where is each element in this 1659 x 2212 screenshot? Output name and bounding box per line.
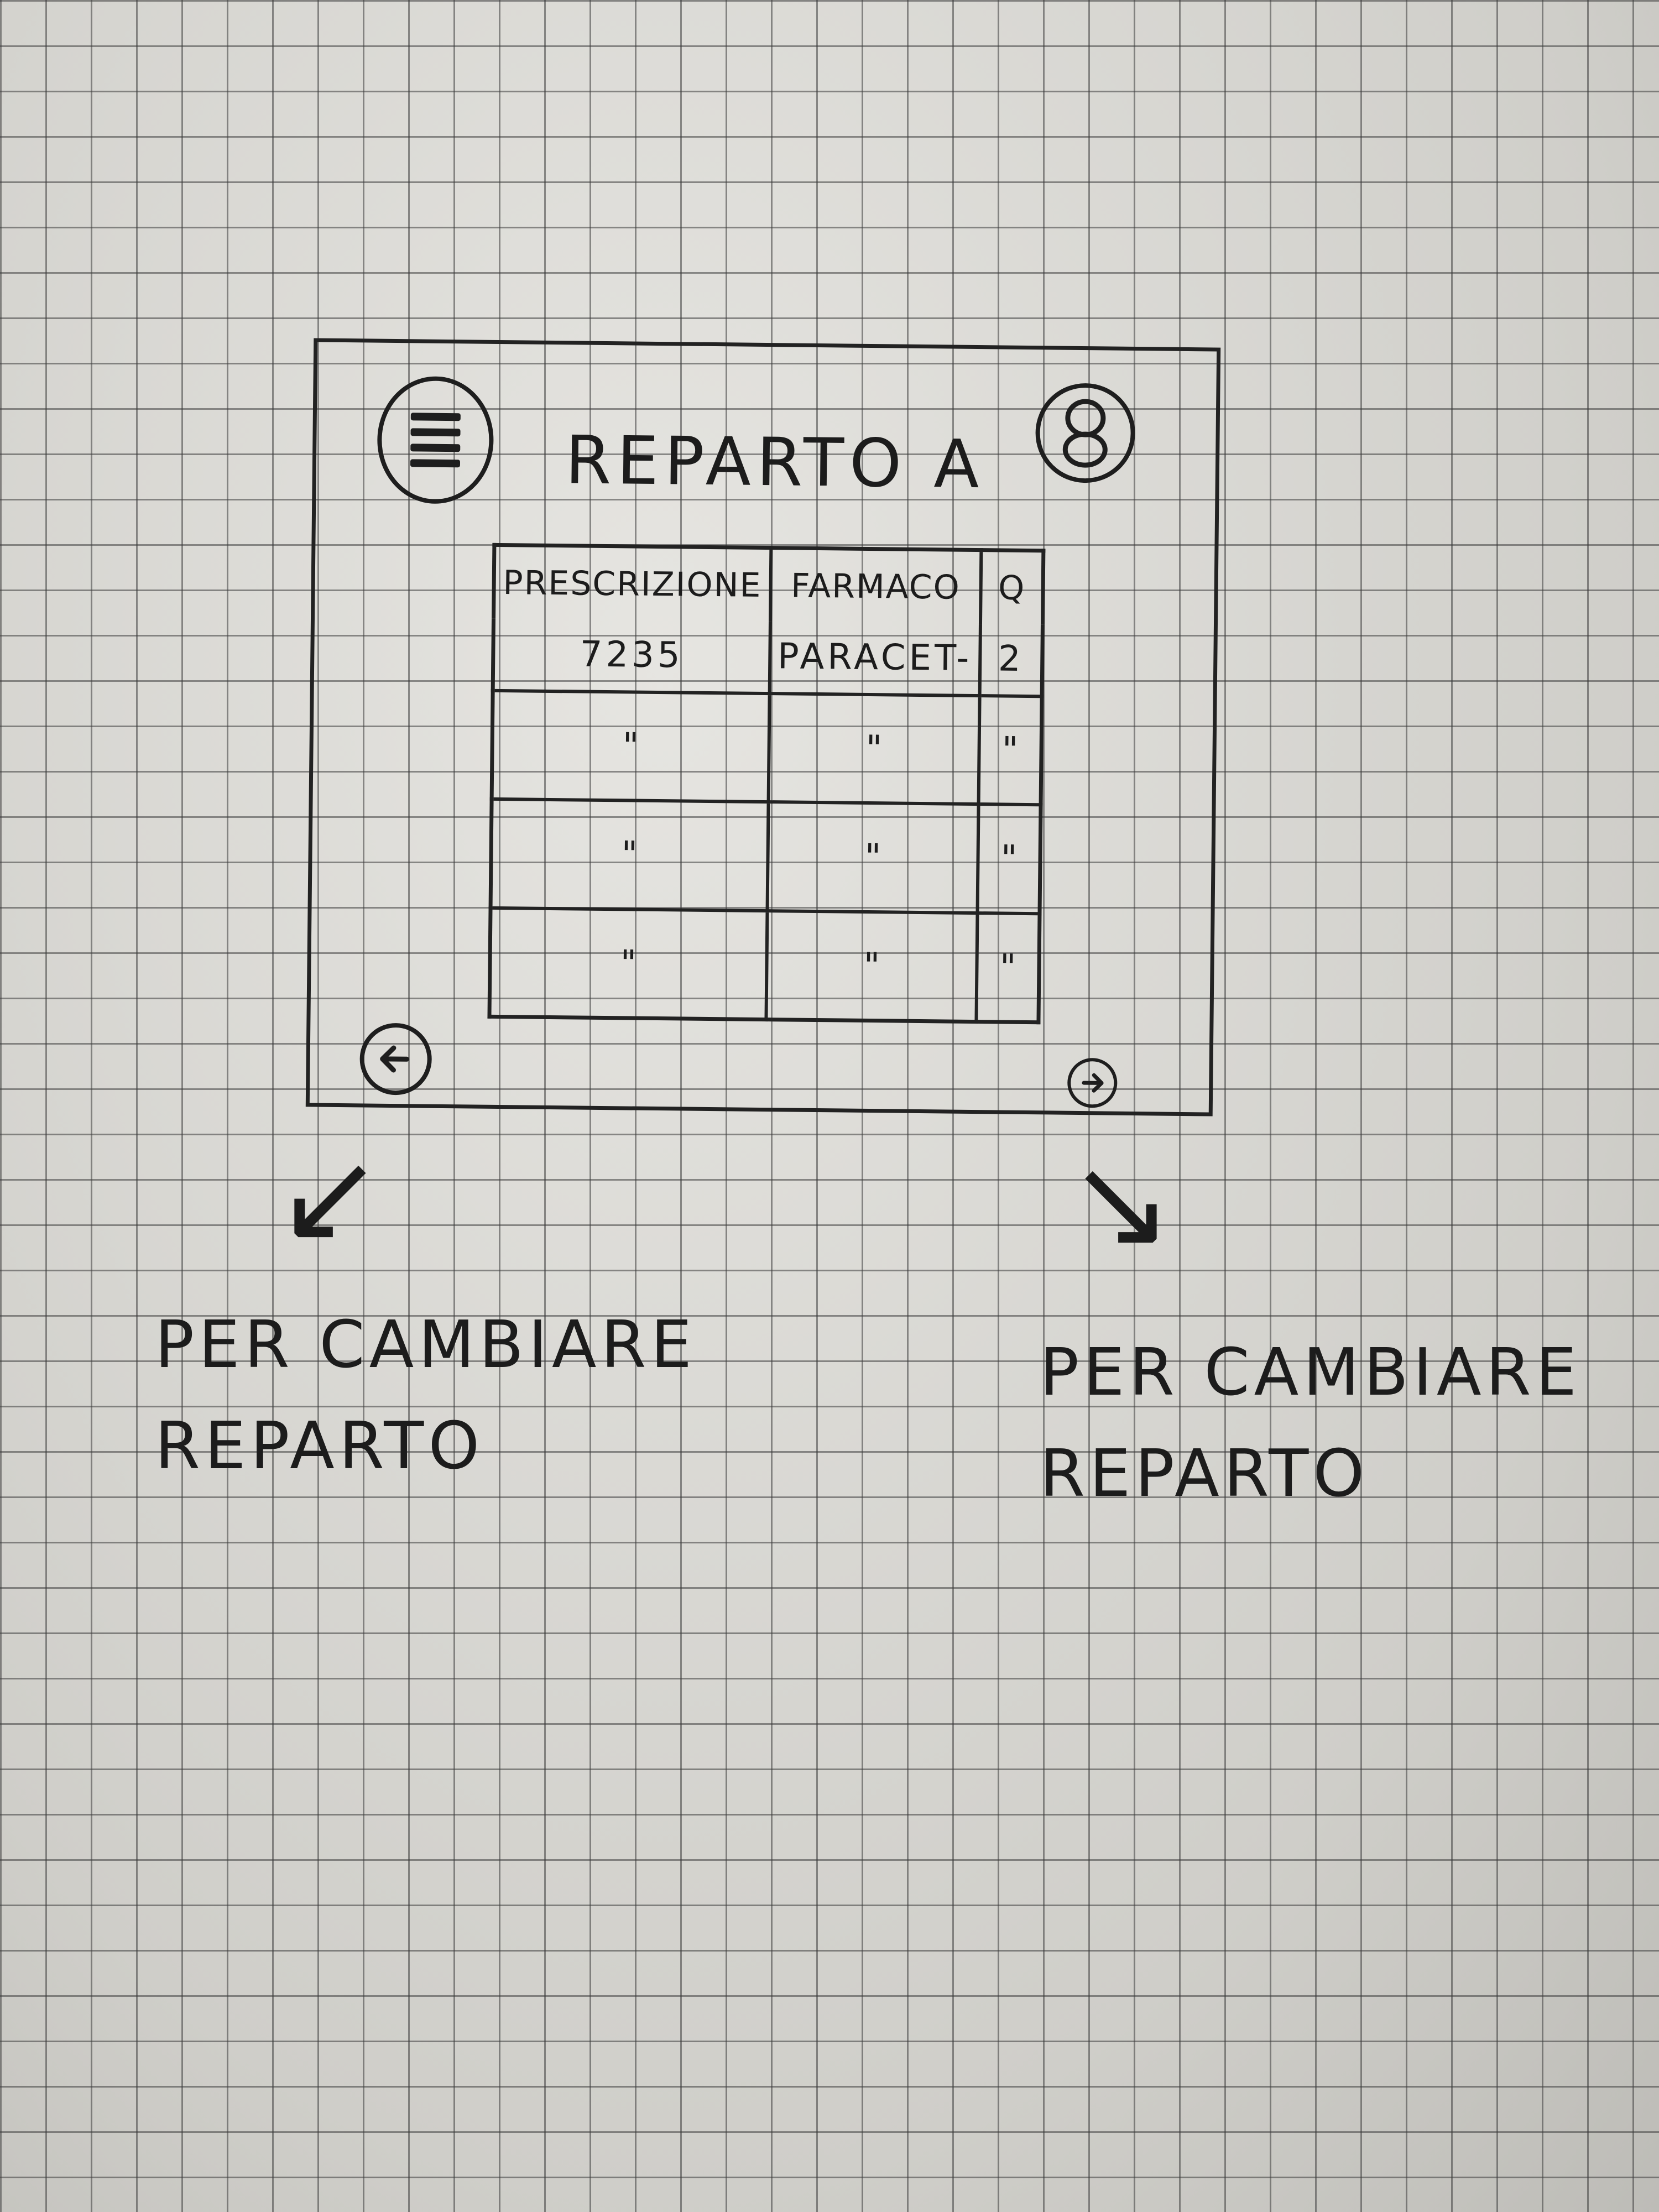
column-header-prescription: PRESCRIZIONE xyxy=(493,545,771,622)
annotation-note-line: REPARTO xyxy=(1040,1434,1369,1511)
quantity-cell: 2 xyxy=(979,624,1043,697)
annotation-note-left: PER CAMBIARE REPARTO xyxy=(155,1294,696,1496)
previous-ward-button[interactable] xyxy=(359,1022,432,1095)
annotation-note-line: PER CAMBIARE xyxy=(1040,1334,1582,1410)
arrow-left-icon xyxy=(380,1045,410,1073)
drug-cell: " xyxy=(767,802,979,913)
hamburger-menu-icon xyxy=(410,405,461,475)
drug-cell: PARACET- xyxy=(769,622,981,696)
drug-cell: " xyxy=(768,693,980,805)
quantity-cell: " xyxy=(976,912,1040,1022)
table-header-row: PRESCRIZIONE FARMACO Q xyxy=(493,545,1044,625)
prescription-table: PRESCRIZIONE FARMACO Q 7235 PARACET- 2 "… xyxy=(487,542,1046,1025)
annotation-note-right: PER CAMBIARE REPARTO xyxy=(1040,1322,1581,1524)
table-row[interactable]: " " " xyxy=(492,690,1042,805)
prescription-cell: " xyxy=(492,690,770,802)
table-row[interactable]: " " " xyxy=(491,799,1041,914)
next-ward-button[interactable] xyxy=(1067,1057,1118,1108)
user-icon xyxy=(1062,399,1108,468)
annotation-arrow-left: ↙ xyxy=(276,1123,383,1271)
annotation-arrow-right: ↘ xyxy=(1067,1129,1174,1276)
profile-button[interactable] xyxy=(1035,383,1136,484)
quantity-cell: " xyxy=(977,804,1041,914)
table-row[interactable]: 7235 PARACET- 2 xyxy=(493,618,1043,697)
drug-cell: " xyxy=(766,910,978,1022)
prescription-cell: 7235 xyxy=(493,618,770,693)
arrow-right-icon xyxy=(1082,1073,1104,1093)
page-title: REPARTO A xyxy=(565,422,985,504)
annotation-note-line: REPARTO xyxy=(155,1407,484,1484)
prescription-cell: " xyxy=(489,907,768,1020)
quantity-cell: " xyxy=(978,695,1042,805)
column-header-quantity: Q xyxy=(980,550,1044,625)
annotation-note-line: PER CAMBIARE xyxy=(155,1306,697,1383)
table-row[interactable]: " " " xyxy=(489,907,1040,1022)
phone-frame: REPARTO A PRESCRIZIONE FARMACO Q 7235 PA… xyxy=(305,338,1221,1117)
menu-button[interactable] xyxy=(377,375,494,504)
column-header-drug: FARMACO xyxy=(770,547,982,624)
prescription-cell: " xyxy=(491,799,769,911)
